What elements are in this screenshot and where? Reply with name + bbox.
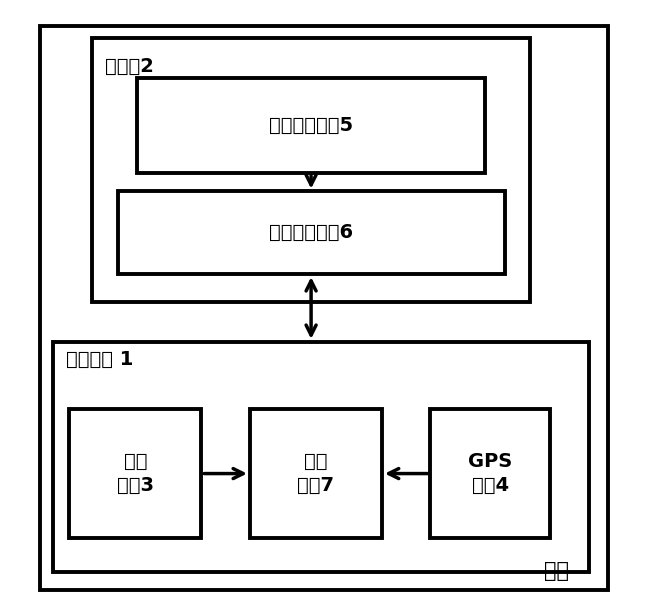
Text: 中央处理模块6: 中央处理模块6	[269, 224, 353, 242]
Bar	[40, 26, 608, 590]
Bar	[92, 38, 531, 302]
Text: 摄像夭2: 摄像夭2	[104, 57, 154, 76]
Text: GPS
模块4: GPS 模块4	[468, 452, 513, 495]
Bar	[249, 409, 382, 538]
Bar	[430, 409, 550, 538]
Text: 汽车: 汽车	[544, 561, 569, 581]
Bar	[69, 409, 202, 538]
Text: 存储
模块3: 存储 模块3	[117, 452, 154, 495]
Text: 图像获取模块5: 图像获取模块5	[269, 116, 353, 135]
Bar	[53, 342, 588, 572]
Text: 通信
模块7: 通信 模块7	[297, 452, 334, 495]
Bar	[117, 192, 505, 274]
Bar	[137, 78, 485, 173]
Text: 车载终端 1: 车载终端 1	[66, 350, 133, 369]
